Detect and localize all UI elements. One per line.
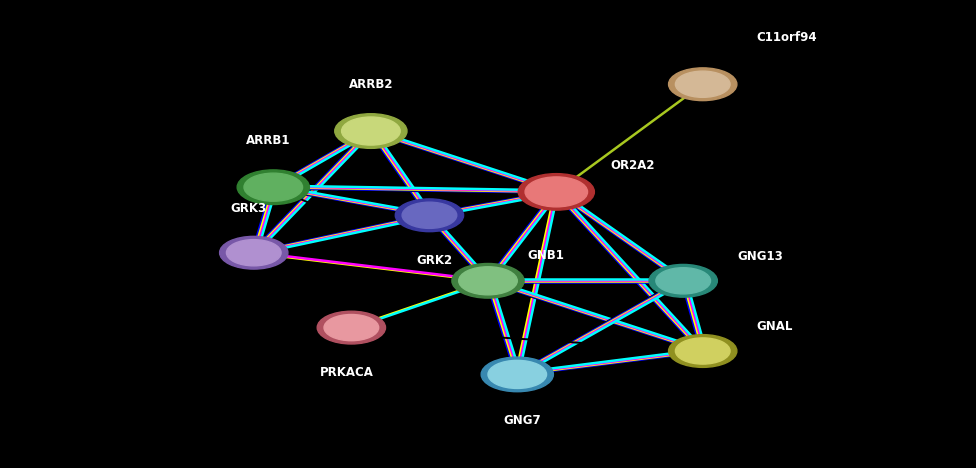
Text: GNB1: GNB1	[527, 249, 564, 262]
Circle shape	[459, 267, 517, 295]
Circle shape	[226, 240, 281, 266]
Text: ARRB1: ARRB1	[246, 134, 291, 147]
Circle shape	[317, 311, 386, 344]
Circle shape	[220, 236, 288, 269]
Circle shape	[669, 335, 737, 367]
Circle shape	[402, 202, 457, 228]
Text: GNAL: GNAL	[756, 320, 793, 333]
Circle shape	[395, 199, 464, 232]
Text: OR2A2: OR2A2	[610, 159, 655, 172]
Circle shape	[518, 174, 594, 210]
Text: PRKACA: PRKACA	[319, 366, 374, 380]
Circle shape	[324, 314, 379, 341]
Circle shape	[237, 170, 309, 205]
Circle shape	[675, 338, 730, 364]
Circle shape	[481, 357, 553, 392]
Text: GRK2: GRK2	[416, 254, 453, 267]
Circle shape	[488, 360, 547, 388]
Circle shape	[244, 173, 303, 201]
Circle shape	[342, 117, 400, 145]
Circle shape	[649, 264, 717, 297]
Circle shape	[656, 268, 711, 294]
Circle shape	[525, 177, 588, 207]
Circle shape	[675, 71, 730, 97]
Circle shape	[335, 114, 407, 148]
Text: C11orf94: C11orf94	[756, 31, 817, 44]
Text: GNG13: GNG13	[737, 250, 783, 263]
Text: GRK3: GRK3	[230, 202, 267, 215]
Circle shape	[669, 68, 737, 101]
Circle shape	[452, 263, 524, 298]
Text: ARRB2: ARRB2	[348, 78, 393, 91]
Text: GNG7: GNG7	[504, 414, 541, 427]
